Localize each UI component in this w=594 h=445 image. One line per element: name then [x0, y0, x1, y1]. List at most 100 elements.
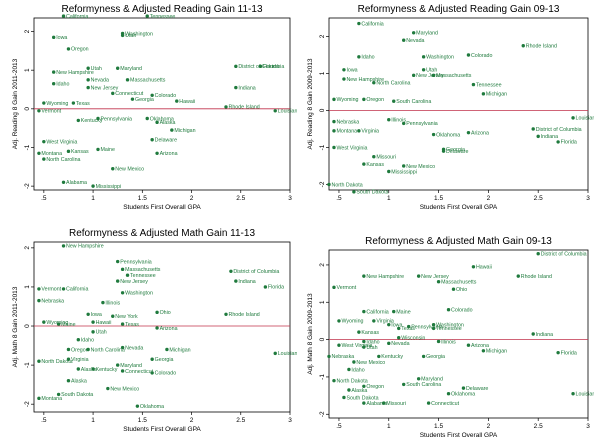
point-label: Utah [426, 68, 437, 74]
data-point [421, 354, 426, 359]
x-tick-label: 3 [288, 195, 292, 202]
chart-title: Reformyness & Adjusted Math Gain 09-13 [365, 236, 552, 247]
data-point [347, 388, 351, 392]
y-tick-label: 0 [24, 324, 31, 328]
data-point [362, 345, 366, 349]
point-label: New Hampshire [56, 70, 94, 76]
point-label: South Dakota [356, 190, 388, 196]
point-label: Arizona [471, 343, 489, 349]
data-point [51, 70, 56, 74]
point-label: North Carolina [91, 347, 125, 353]
point-label: New York [115, 314, 138, 320]
y-tick-label: -1 [319, 374, 326, 380]
data-point [362, 162, 366, 166]
data-point [120, 291, 125, 295]
data-point [66, 379, 71, 383]
x-tick-label: .5 [336, 423, 342, 430]
data-point [402, 164, 406, 168]
point-label: Arizona [160, 326, 178, 332]
data-point [402, 38, 406, 42]
data-point [42, 320, 46, 324]
point-label: Oklahoma [436, 132, 460, 138]
point-label: Iowa [391, 322, 402, 328]
y-tick-label: 1 [319, 71, 326, 75]
point-label: Georgia [155, 357, 174, 363]
data-point [56, 322, 61, 326]
data-point [150, 138, 154, 142]
point-label: Maine [101, 147, 115, 153]
x-tick-label: 2 [190, 195, 194, 202]
data-point [347, 367, 351, 372]
point-label: California [361, 21, 383, 27]
data-point [61, 287, 66, 291]
data-point [352, 190, 356, 194]
y-tick-label: 0 [319, 108, 326, 112]
point-label: Oregon [71, 347, 89, 353]
x-tick-label: 1 [387, 423, 391, 430]
x-tick-label: .5 [336, 195, 342, 202]
data-point [342, 395, 346, 400]
point-label: Maine [396, 309, 410, 315]
point-label: New Hampshire [366, 274, 404, 280]
point-label: Maine [61, 322, 75, 328]
plot-frame [328, 17, 589, 191]
data-point [61, 180, 66, 184]
point-label: Oregon [71, 47, 89, 53]
x-tick-label: 1 [91, 417, 95, 424]
point-label: Idaho [351, 367, 364, 373]
x-tick-label: 1.5 [434, 195, 443, 202]
data-point [91, 184, 95, 188]
data-point [37, 396, 41, 401]
data-point [42, 139, 46, 144]
point-label: Pennsylvania [120, 259, 152, 265]
data-point [175, 99, 179, 103]
data-point [337, 343, 341, 347]
data-point [66, 47, 71, 51]
x-tick-label: 2 [190, 417, 194, 424]
point-label: Indiana [541, 134, 558, 140]
point-label: Delaware [466, 386, 488, 392]
data-point [466, 53, 471, 57]
data-point [273, 109, 277, 113]
point-label: Maryland [421, 377, 443, 383]
point-label: Indiana [238, 85, 255, 91]
point-label: Nevada [406, 38, 424, 44]
data-point [466, 130, 471, 135]
data-point [327, 354, 331, 359]
point-label: Oklahoma [150, 116, 174, 122]
point-label: Nevada [125, 345, 143, 351]
data-point [332, 119, 336, 124]
y-tick-label: 1 [319, 300, 326, 304]
point-label: California [366, 309, 388, 315]
data-point [411, 31, 416, 35]
data-point [258, 64, 263, 69]
data-point [229, 269, 233, 274]
point-label: Maryland [416, 31, 438, 37]
point-label: Tennessee [476, 82, 502, 88]
chart-reading-09-13: Reformyness & Adjusted Reading Gain 09-1… [307, 4, 594, 211]
plot-frame [328, 249, 589, 419]
point-label: Indiana [536, 332, 553, 338]
point-label: Utah [96, 330, 107, 336]
data-point [170, 128, 174, 132]
point-label: New Mexico [406, 164, 435, 170]
data-point [516, 274, 520, 278]
data-point [362, 97, 366, 102]
data-point [42, 101, 46, 105]
point-label: Colorado [155, 93, 177, 99]
data-point [441, 149, 446, 153]
data-point [397, 336, 401, 340]
point-label: Louisiana [576, 392, 594, 398]
point-label: Oregon [366, 97, 384, 103]
point-label: North Dakota [41, 359, 72, 365]
plot-frame [33, 17, 291, 191]
x-tick-label: 2.5 [236, 417, 245, 424]
data-point [111, 91, 115, 96]
data-point [431, 73, 436, 78]
data-point [571, 392, 575, 396]
point-label: New Jersey [91, 85, 119, 91]
point-label: Nevada [91, 78, 109, 84]
data-point [120, 267, 125, 272]
point-label: Nebraska [332, 354, 355, 360]
